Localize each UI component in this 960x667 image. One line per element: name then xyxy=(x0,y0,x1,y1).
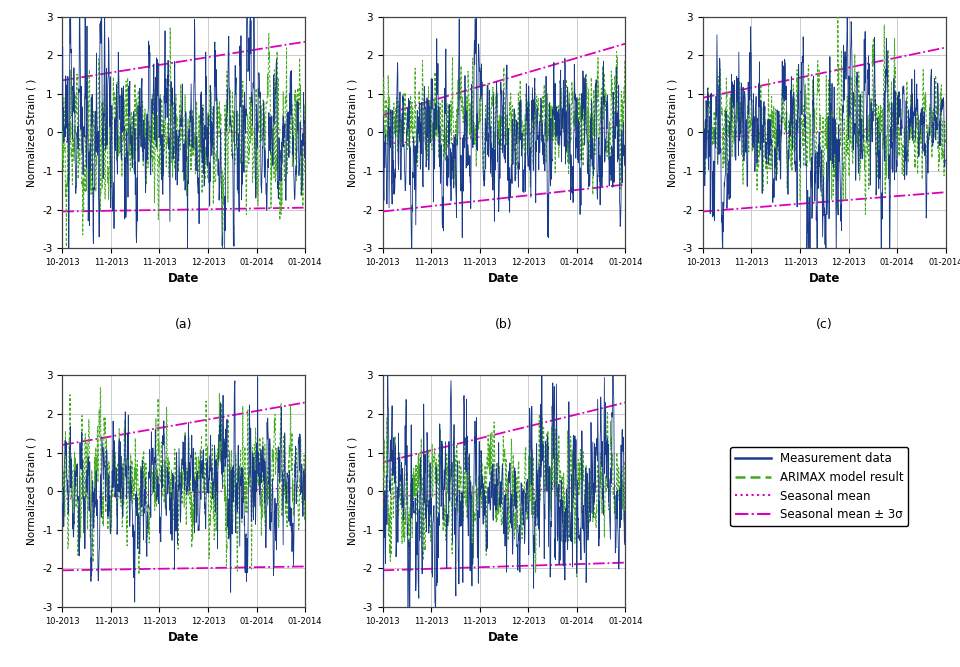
Text: (b): (b) xyxy=(495,317,513,331)
Y-axis label: Normalized Strain ( ): Normalized Strain ( ) xyxy=(347,78,357,187)
Text: (a): (a) xyxy=(175,317,192,331)
X-axis label: Date: Date xyxy=(168,631,200,644)
Y-axis label: Normalized Strain ( ): Normalized Strain ( ) xyxy=(667,78,678,187)
Text: (c): (c) xyxy=(816,317,832,331)
Y-axis label: Normalized Strain ( ): Normalized Strain ( ) xyxy=(27,437,36,546)
Legend: Measurement data, ARIMAX model result, Seasonal mean, Seasonal mean ± 3σ: Measurement data, ARIMAX model result, S… xyxy=(731,447,908,526)
X-axis label: Date: Date xyxy=(168,272,200,285)
Y-axis label: Normalized Strain ( ): Normalized Strain ( ) xyxy=(27,78,36,187)
Y-axis label: Normalized Strain ( ): Normalized Strain ( ) xyxy=(347,437,357,546)
X-axis label: Date: Date xyxy=(489,272,519,285)
X-axis label: Date: Date xyxy=(489,631,519,644)
X-axis label: Date: Date xyxy=(808,272,840,285)
